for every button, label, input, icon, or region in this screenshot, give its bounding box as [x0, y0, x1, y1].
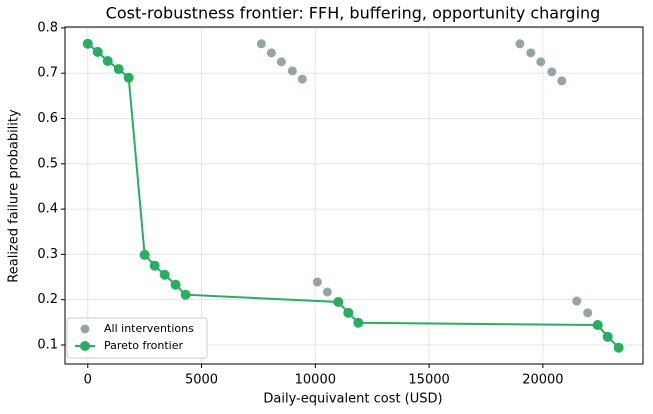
- point: [113, 64, 124, 75]
- plot-frame: [64, 26, 644, 365]
- x-tick-label: 20000: [522, 373, 563, 388]
- point: [613, 342, 624, 353]
- point: [592, 320, 603, 331]
- frontier-line: [87, 42, 620, 349]
- point: [322, 287, 332, 297]
- x-axis-label: Daily-equivalent cost (USD): [263, 392, 442, 407]
- legend-box: [66, 317, 208, 359]
- chart-title: Cost-robustness frontier: FFH, buffering…: [106, 4, 601, 23]
- legend-marker: [80, 341, 90, 351]
- point: [287, 66, 297, 76]
- point: [353, 317, 364, 328]
- point: [515, 39, 525, 49]
- legend-marker: [80, 324, 90, 334]
- y-tick-label: 0.6: [37, 111, 58, 126]
- y-tick-label: 0.8: [37, 20, 58, 35]
- point: [276, 57, 286, 67]
- x-tick-label: 15000: [408, 373, 449, 388]
- y-tick-label: 0.4: [37, 202, 58, 217]
- point: [297, 74, 307, 84]
- y-tick-label: 0.3: [37, 247, 58, 262]
- point: [139, 249, 150, 260]
- point: [123, 72, 134, 83]
- point: [149, 260, 160, 271]
- legend-label: All interventions: [104, 322, 194, 335]
- y-tick-label: 0.7: [37, 66, 58, 81]
- point: [526, 48, 536, 58]
- x-tick-label: 10000: [295, 373, 336, 388]
- y-tick-label: 0.2: [37, 292, 58, 307]
- y-tick-label: 0.1: [37, 337, 58, 352]
- point: [333, 296, 344, 307]
- point: [583, 308, 593, 318]
- point: [557, 76, 567, 86]
- point: [547, 67, 557, 77]
- point: [82, 38, 93, 49]
- y-axis-label: Realized failure probability: [7, 109, 22, 283]
- point: [180, 289, 191, 300]
- point: [343, 307, 354, 318]
- legend-label: Pareto frontier: [104, 339, 183, 352]
- x-tick-label: 0: [84, 373, 92, 388]
- point: [602, 331, 613, 342]
- point: [102, 55, 113, 66]
- point: [92, 46, 103, 57]
- x-tick-label: 5000: [185, 373, 218, 388]
- point: [536, 57, 546, 67]
- point: [256, 39, 266, 49]
- point: [572, 296, 582, 306]
- point: [159, 269, 170, 280]
- point: [266, 48, 276, 58]
- point: [170, 279, 181, 290]
- y-tick-label: 0.5: [37, 156, 58, 171]
- point: [312, 277, 322, 287]
